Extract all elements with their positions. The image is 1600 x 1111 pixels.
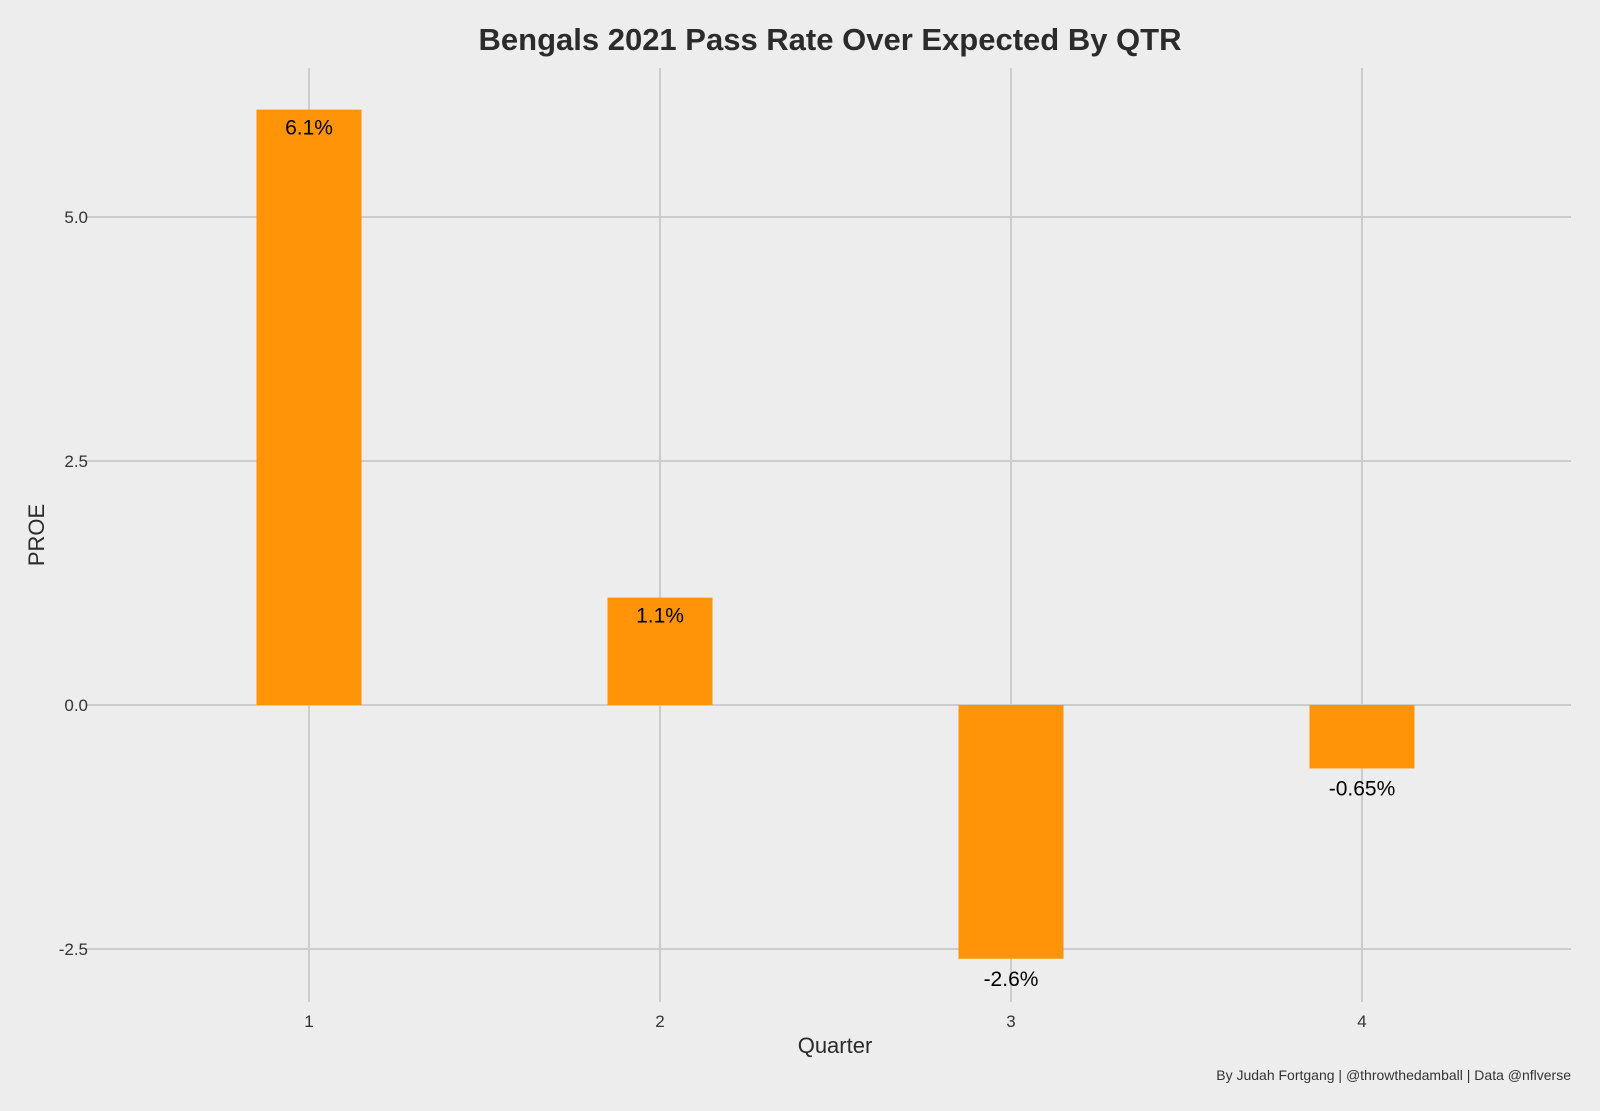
bars bbox=[256, 109, 1415, 959]
data-labels: 6.1% 1.1% -2.6% -0.65% bbox=[285, 117, 1395, 991]
y-axis-title: PROE bbox=[24, 504, 49, 566]
x-axis-title: Quarter bbox=[798, 1033, 873, 1058]
y-axis-ticks: -2.5 0.0 2.5 5.0 bbox=[59, 208, 88, 959]
y-tick-label: 5.0 bbox=[64, 208, 88, 227]
x-tick-label: 2 bbox=[655, 1012, 664, 1031]
y-tick-label: 2.5 bbox=[64, 452, 88, 471]
bar-q4 bbox=[1309, 705, 1415, 769]
y-tick-label: 0.0 bbox=[64, 696, 88, 715]
bar-q2 bbox=[607, 597, 713, 705]
x-tick-label: 1 bbox=[304, 1012, 313, 1031]
data-label-q3: -2.6% bbox=[984, 968, 1039, 991]
x-tick-label: 4 bbox=[1357, 1012, 1366, 1031]
chart-caption: By Judah Fortgang | @throwthedamball | D… bbox=[1216, 1067, 1571, 1083]
data-label-q4: -0.65% bbox=[1329, 777, 1396, 800]
x-tick-label: 3 bbox=[1006, 1012, 1015, 1031]
chart-title: Bengals 2021 Pass Rate Over Expected By … bbox=[479, 22, 1182, 57]
x-axis-ticks: 1 2 3 4 bbox=[304, 1012, 1366, 1031]
y-tick-label: -2.5 bbox=[59, 940, 88, 959]
data-label-q1: 6.1% bbox=[285, 117, 333, 140]
bar-q3 bbox=[958, 705, 1064, 959]
bar-q1 bbox=[256, 109, 362, 705]
data-label-q2: 1.1% bbox=[636, 605, 684, 628]
